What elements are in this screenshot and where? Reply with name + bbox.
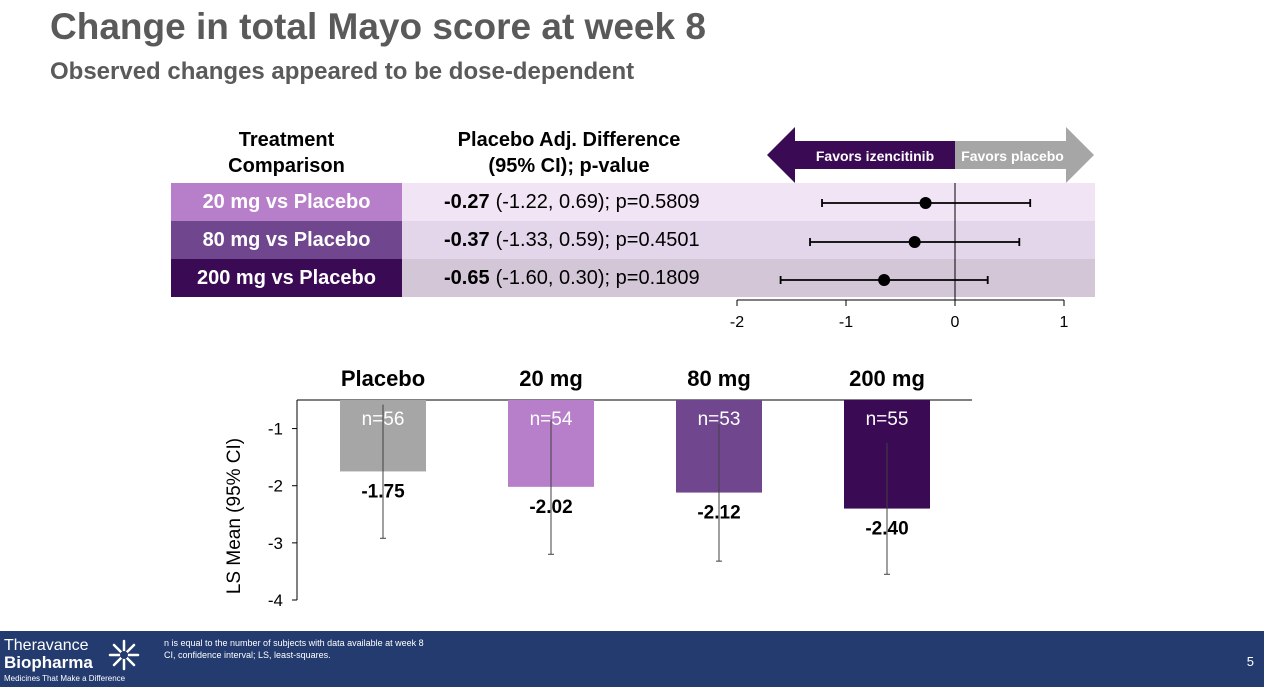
footnote-n: n is equal to the number of subjects wit… xyxy=(164,638,424,648)
bar-value-label: -2.12 xyxy=(697,503,740,524)
logo-line2: Biopharma xyxy=(4,653,93,672)
page-number: 5 xyxy=(1246,654,1254,669)
treatment-column-header: Treatment Comparison xyxy=(171,127,402,179)
row-stat: -0.27 (-1.22, 0.69); p=0.5809 xyxy=(444,183,700,221)
treatment-header-line2: Comparison xyxy=(228,155,345,177)
forest-point xyxy=(908,236,921,248)
forest-x-tick-label: 1 xyxy=(1060,314,1069,331)
difference-header-line1: Placebo Adj. Difference xyxy=(457,129,681,151)
bar-y-axis-label: LS Mean (95% CI) xyxy=(224,438,245,594)
row-label: 80 mg vs Placebo xyxy=(171,221,402,259)
row-ci: (-1.60, 0.30); p=0.1809 xyxy=(495,266,700,289)
forest-x-tick-label: 0 xyxy=(951,314,960,331)
bar-category-label: 20 mg xyxy=(519,366,583,391)
bar-value-label: -1.75 xyxy=(361,481,405,502)
bar-category-label: 200 mg xyxy=(849,366,925,391)
favors-izencitinib-arrow xyxy=(767,127,955,183)
bar-n-label: n=53 xyxy=(698,409,741,430)
footer-bar: Theravance Biopharma Medicines That Make… xyxy=(0,631,1264,687)
row-estimate: -0.65 xyxy=(444,266,490,289)
bar-y-tick-label: -4 xyxy=(268,591,283,610)
row-label: 200 mg vs Placebo xyxy=(171,259,402,297)
bar-y-tick-label: -1 xyxy=(268,420,283,439)
row-stat: -0.37 (-1.33, 0.59); p=0.4501 xyxy=(444,221,700,259)
page-title: Change in total Mayo score at week 8 xyxy=(50,6,706,47)
difference-column-header: Placebo Adj. Difference (95% CI); p-valu… xyxy=(410,127,728,179)
row-ci: (-1.33, 0.59); p=0.4501 xyxy=(495,228,700,251)
bar-y-tick-label: -2 xyxy=(268,477,283,496)
page-subtitle: Observed changes appeared to be dose-dep… xyxy=(50,58,635,85)
bar-category-label: Placebo xyxy=(341,366,425,391)
forest-x-tick-label: -1 xyxy=(839,314,853,331)
logo-tagline: Medicines That Make a Difference xyxy=(4,674,126,683)
favors-placebo-arrow xyxy=(955,127,1094,183)
favors-placebo-label: Favors placebo xyxy=(961,148,1064,164)
forest-point xyxy=(919,197,932,209)
bar-value-label: -2.40 xyxy=(865,519,908,540)
forest-x-tick-label: -2 xyxy=(730,314,744,331)
row-ci: (-1.22, 0.69); p=0.5809 xyxy=(495,190,700,213)
row-label: 20 mg vs Placebo xyxy=(171,183,402,221)
star-logo-icon xyxy=(108,639,140,671)
treatment-header-line1: Treatment xyxy=(238,129,335,151)
forest-row: 20 mg vs Placebo -0.27 (-1.22, 0.69); p=0… xyxy=(171,183,1095,221)
row-estimate: -0.37 xyxy=(444,228,490,251)
bar-y-tick-label: -3 xyxy=(268,534,283,553)
difference-header-line2: (95% CI); p-value xyxy=(488,155,650,177)
bar-n-label: n=55 xyxy=(866,409,909,430)
row-estimate: -0.27 xyxy=(444,190,490,213)
logo-line1: Theravance xyxy=(4,637,89,654)
bar-category-label: 80 mg xyxy=(687,366,751,391)
forest-point xyxy=(878,274,891,286)
forest-row: 200 mg vs Placebo -0.65 (-1.60, 0.30); p=… xyxy=(171,259,1095,297)
footnote-abbrev: CI, confidence interval; LS, least-squar… xyxy=(164,650,331,660)
row-stat: -0.65 (-1.60, 0.30); p=0.1809 xyxy=(444,259,700,297)
bar-value-label: -2.02 xyxy=(529,497,572,518)
forest-row: 80 mg vs Placebo -0.37 (-1.33, 0.59); p=0… xyxy=(171,221,1095,259)
favors-izencitinib-label: Favors izencitinib xyxy=(816,148,934,164)
